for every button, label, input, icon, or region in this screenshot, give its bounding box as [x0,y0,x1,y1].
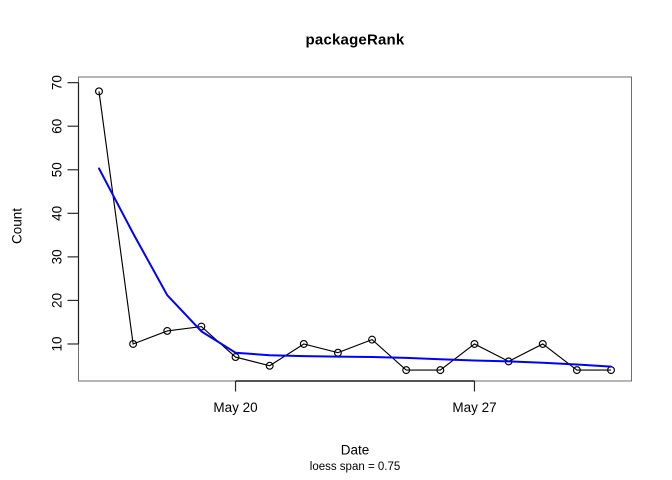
y-tick-label: 50 [50,162,65,177]
y-tick-label: 10 [50,336,65,351]
x-tick-label: May 27 [452,400,496,415]
data-point [572,366,581,375]
data-point [470,340,479,348]
x-axis-title: Date [340,442,370,458]
data-point [163,326,172,335]
y-tick-label: 20 [50,293,65,308]
y-tick-label: 70 [50,75,65,90]
data-point [299,340,308,348]
plot-box [78,76,632,382]
y-tick-label: 40 [50,206,65,221]
data-point [368,335,377,344]
data-line [98,91,612,371]
data-point [95,87,103,96]
data-point [265,361,274,370]
data-point [402,366,411,375]
chart-title: packageRank [305,31,405,49]
y-tick-label: 60 [50,119,65,134]
y-tick-label: 30 [50,249,65,264]
subtitle-caption: loess span = 0.75 [309,461,401,473]
x-tick-label: May 20 [213,400,257,415]
data-point [436,366,445,375]
y-axis-title: Count [9,207,25,245]
loess-line [97,167,613,368]
data-point [129,340,138,348]
data-point [538,340,547,348]
